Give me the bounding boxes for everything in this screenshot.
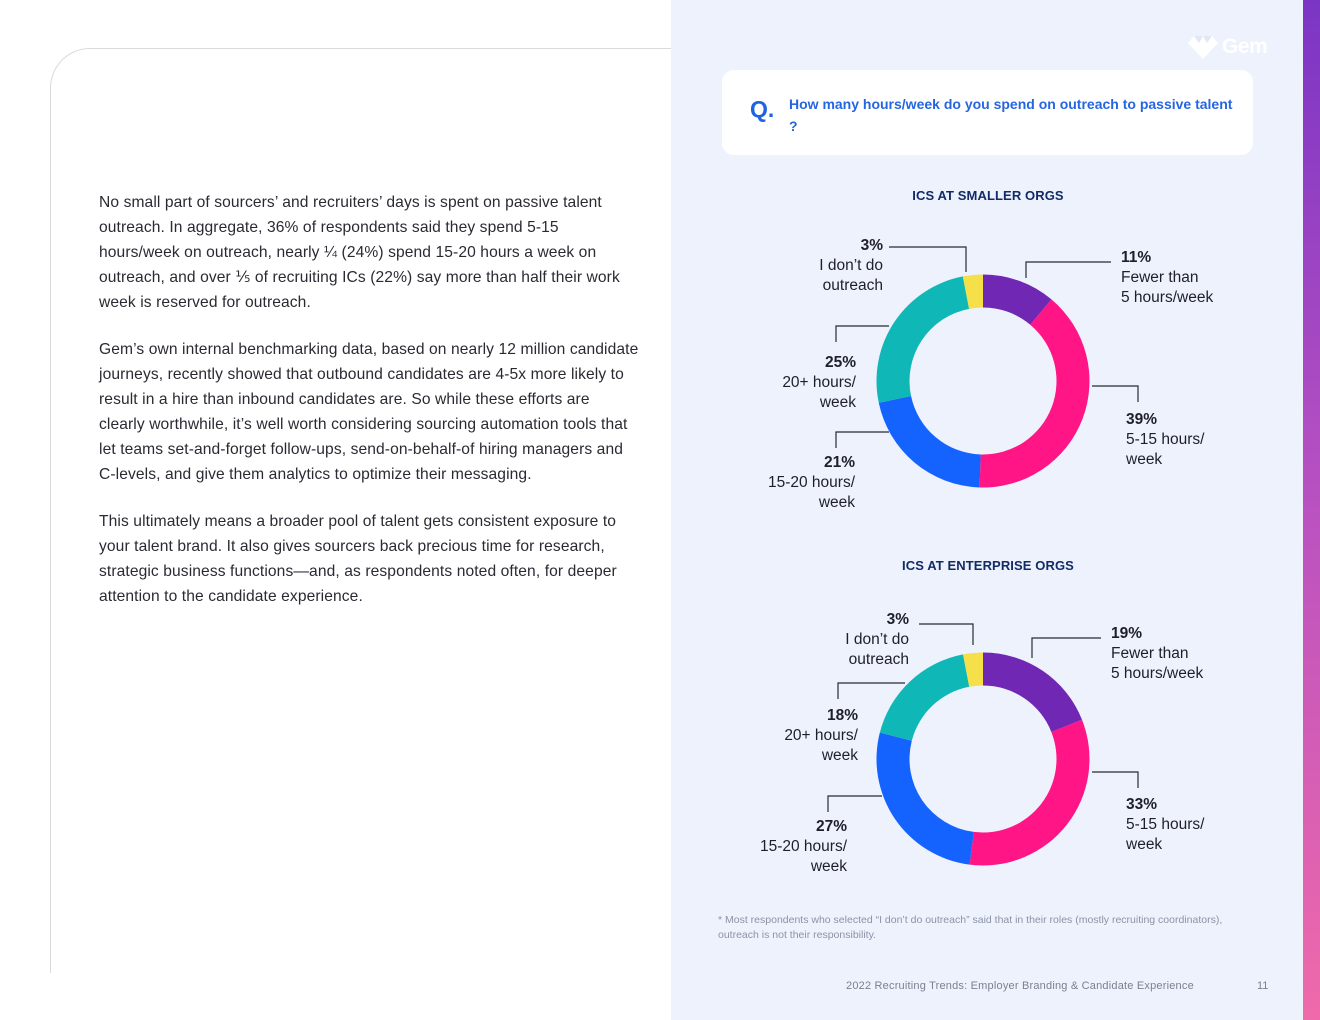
leader-line: [1025, 261, 1111, 278]
label-line: 20+ hours/: [782, 374, 856, 391]
gem-logo: Gem: [1188, 34, 1268, 60]
label-15-20-hours: 21% 15-20 hours/ week: [735, 453, 855, 513]
label-line: week: [819, 394, 856, 411]
label-line: week: [1126, 451, 1163, 468]
question-mark: Q.: [750, 96, 775, 122]
donut-slice-20-hours-week: [876, 276, 970, 403]
label-line: 20+ hours/: [784, 727, 858, 744]
label-line: I don’t do: [845, 631, 909, 648]
label-pct: 27%: [815, 818, 847, 835]
label-pct: 21%: [823, 454, 855, 471]
label-15-20-hours: 27% 15-20 hours/ week: [727, 817, 847, 877]
label-line: 5 hours/week: [1121, 289, 1214, 306]
label-pct: 11%: [1121, 249, 1152, 266]
label-line: week: [1126, 836, 1163, 853]
label-dont-do-outreach: 3% I don’t do outreach: [789, 610, 909, 670]
label-pct: 33%: [1126, 796, 1158, 813]
leader-line: [835, 325, 889, 342]
label-pct: 3%: [860, 237, 883, 254]
label-dont-do-outreach: 3% I don’t do outreach: [763, 236, 883, 296]
label-line: 15-20 hours/: [767, 474, 855, 491]
page-number: 11: [1257, 980, 1269, 992]
label-fewer-than-5: 11% Fewer than 5 hours/week: [1121, 248, 1213, 308]
donut-slice-15-20-hours-week: [878, 396, 981, 488]
label-line: 5-15 hours/: [1126, 431, 1205, 448]
donut-slice-5-15-hours-week: [979, 299, 1090, 488]
leader-line: [919, 623, 974, 645]
logo-text: Gem: [1222, 35, 1268, 58]
leader-lines: [827, 246, 1139, 812]
body-paragraph-1: No small part of sourcers’ and recruiter…: [99, 194, 620, 311]
chart-title-enterprise-orgs: ICS AT ENTERPRISE ORGS: [902, 558, 1074, 573]
label-5-15-hours: 33% 5-15 hours/ week: [1126, 795, 1204, 855]
body-paragraph-3: This ultimately means a broader pool of …: [99, 513, 617, 605]
label-line: Fewer than: [1121, 269, 1199, 286]
donut-slice-15-20-hours-week: [876, 732, 974, 865]
label-line: 15-20 hours/: [759, 838, 847, 855]
leader-line: [1031, 637, 1101, 658]
label-pct: 3%: [886, 611, 909, 628]
label-pct: 19%: [1111, 625, 1143, 642]
donut-smaller-orgs: [876, 274, 1090, 488]
label-line: week: [810, 858, 847, 875]
donut-charts: [827, 246, 1139, 866]
label-5-15-hours: 39% 5-15 hours/ week: [1126, 410, 1204, 470]
label-line: outreach: [848, 651, 909, 668]
label-pct: 25%: [824, 354, 856, 371]
label-line: week: [821, 747, 858, 764]
label-pct: 39%: [1126, 411, 1158, 428]
footer-title: 2022 Recruiting Trends: Employer Brandin…: [846, 980, 1194, 992]
page-frame: [50, 48, 751, 973]
leader-line: [1092, 385, 1139, 402]
donut-slice-20-hours-week: [879, 654, 970, 741]
leader-line: [835, 431, 889, 448]
label-line: I don’t do: [819, 257, 883, 274]
gem-icon: [1188, 36, 1218, 59]
body-text: No small part of sourcers’ and recruiter…: [99, 190, 639, 631]
donut-slice-i-don-t-do-outreach: [963, 652, 983, 687]
label-line: outreach: [822, 277, 883, 294]
donut-slice-fewer-than-5-hours-week: [983, 274, 1052, 325]
label-20-plus-hours: 25% 20+ hours/ week: [735, 353, 856, 413]
footnote: * Most respondents who selected “I don’t…: [718, 914, 1223, 941]
leader-line: [837, 682, 905, 699]
body-paragraph-2: Gem’s own internal benchmarking data, ba…: [99, 341, 639, 483]
donut-slice-i-don-t-do-outreach: [962, 274, 983, 309]
leader-line: [1092, 771, 1139, 788]
label-20-plus-hours: 18% 20+ hours/ week: [738, 706, 858, 766]
accent-gradient-bar: [1303, 0, 1320, 1020]
question-text: How many hours/week do you spend on outr…: [789, 96, 1233, 134]
question-card: Q. How many hours/week do you spend on o…: [722, 70, 1253, 155]
label-line: week: [818, 494, 855, 511]
label-line: Fewer than: [1111, 645, 1189, 662]
chart-title-smaller-orgs: ICS AT SMALLER ORGS: [912, 188, 1064, 203]
label-fewer-than-5: 19% Fewer than 5 hours/week: [1111, 624, 1203, 684]
leader-line: [889, 246, 967, 272]
label-line: 5-15 hours/: [1126, 816, 1205, 833]
leader-line: [827, 795, 882, 812]
label-line: 5 hours/week: [1111, 665, 1204, 682]
label-pct: 18%: [826, 707, 858, 724]
donut-enterprise-orgs: [876, 652, 1090, 866]
donut-slice-5-15-hours-week: [969, 719, 1090, 866]
donut-slice-fewer-than-5-hours-week: [983, 652, 1083, 732]
